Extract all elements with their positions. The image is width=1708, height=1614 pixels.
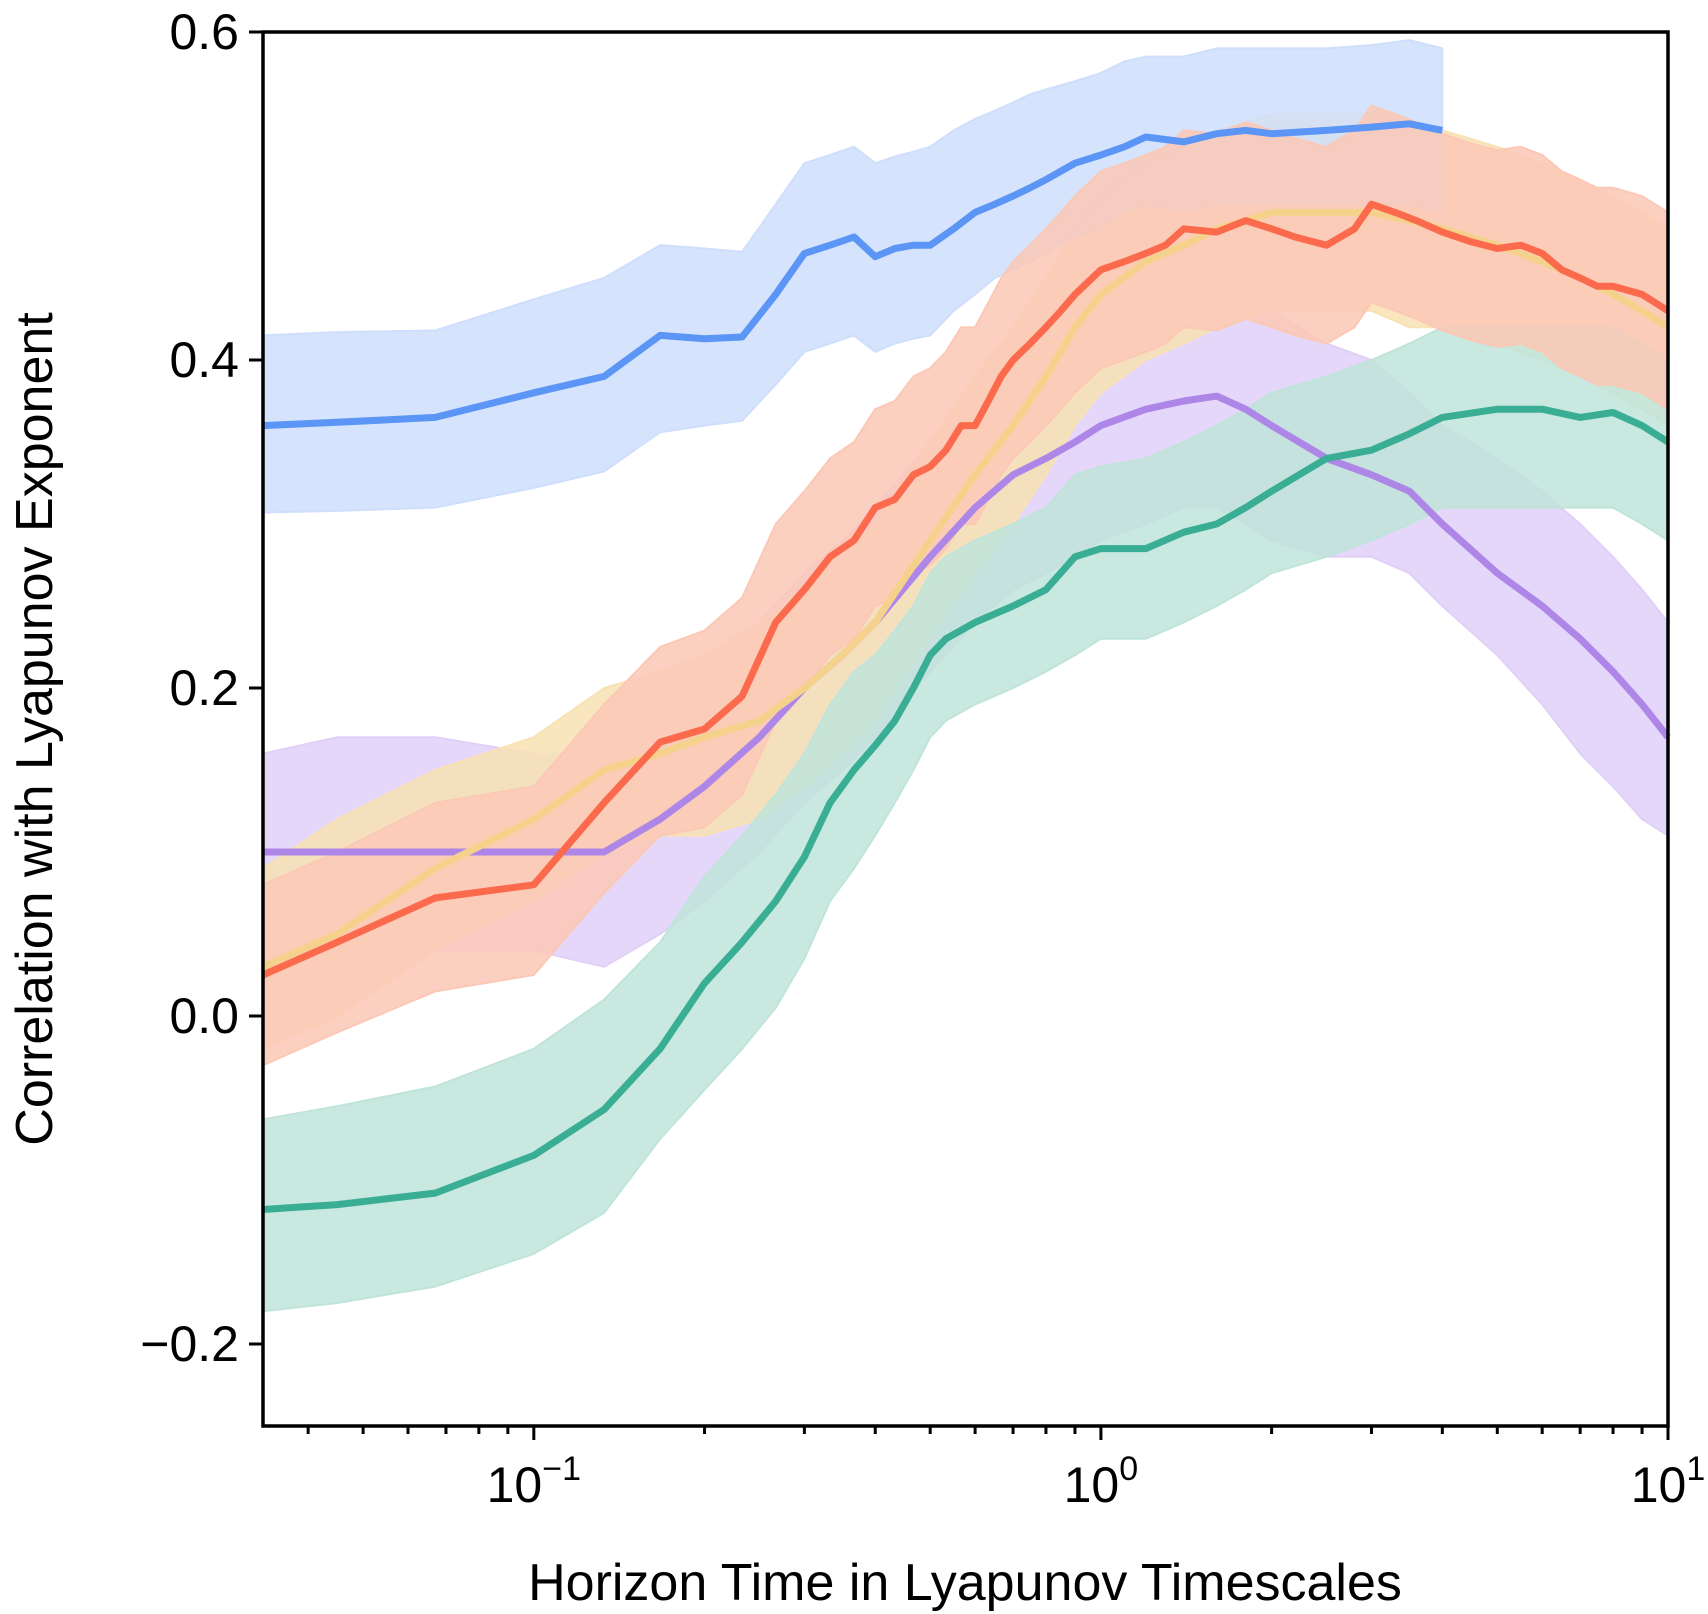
y-tick-label: 0.4	[169, 332, 239, 388]
series-4-line	[262, 120, 1443, 430]
series-3-line	[262, 405, 1670, 1213]
x-tick-label: 10−1	[487, 1450, 581, 1513]
y-tick-label: −0.2	[140, 1316, 239, 1372]
x-tick-label: 100	[1064, 1450, 1139, 1513]
series-5-line	[261, 200, 1670, 979]
y-tick-label: 0.6	[169, 4, 239, 60]
plot-frame	[261, 30, 1670, 1428]
series-1-line	[263, 392, 1671, 856]
y-tick-label: 0.0	[169, 988, 239, 1044]
series-lines	[261, 120, 1671, 1213]
x-tick-label: 101	[1631, 1450, 1706, 1513]
y-axis-label: Correlation with Lyapunov Exponent	[6, 312, 64, 1146]
y-tick-label: 0.2	[169, 660, 239, 716]
series-2-line	[261, 208, 1670, 971]
x-axis-label: Horizon Time in Lyapunov Timescales	[528, 1554, 1402, 1612]
axis-ticks: 0.6 0.4 0.2 0.0 −0.2 10−1 100 101	[140, 4, 1705, 1513]
